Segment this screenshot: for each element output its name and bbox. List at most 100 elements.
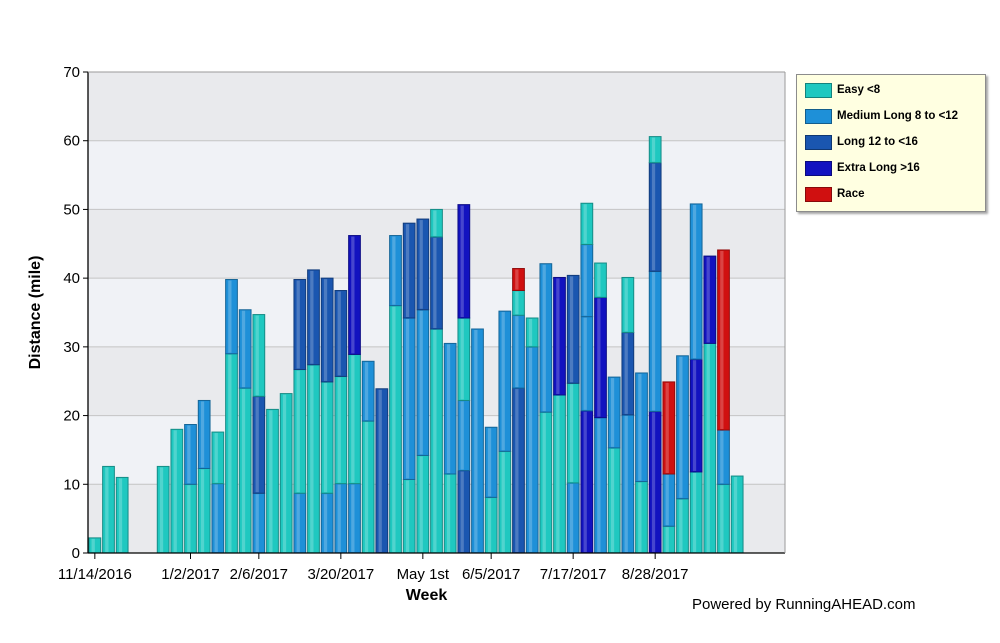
legend-swatch xyxy=(805,186,832,202)
bar-segment-highlight xyxy=(583,204,587,244)
x-axis-title: Week xyxy=(406,587,448,604)
bar-segment-fill xyxy=(580,202,594,245)
bar-segment-highlight xyxy=(364,422,369,552)
bar-segment-highlight xyxy=(323,382,328,493)
bar-segment xyxy=(689,358,703,473)
bar-segment-fill xyxy=(361,420,375,554)
bar-segment-highlight xyxy=(665,382,669,473)
bar-segment-highlight xyxy=(515,291,519,315)
bar-segment xyxy=(457,317,471,401)
bar-segment-highlight xyxy=(351,355,355,483)
bar-segment-fill xyxy=(635,372,648,483)
plot-band xyxy=(88,72,785,141)
bar-segment-highlight xyxy=(501,312,505,451)
bar-segment-fill xyxy=(689,203,703,360)
x-tick-label: 11/14/2016 xyxy=(58,566,132,583)
bar-segment-highlight xyxy=(638,373,642,481)
plot-band xyxy=(88,140,785,210)
bar-segment-highlight xyxy=(405,318,410,479)
bar-segment-highlight xyxy=(569,276,574,383)
bar-segment xyxy=(293,279,307,371)
bar-segment xyxy=(443,473,457,554)
bar-segment xyxy=(361,420,375,554)
bar-segment-highlight xyxy=(337,377,341,483)
bar-segment-highlight xyxy=(583,317,587,410)
bar-segment xyxy=(307,269,320,366)
bar-segment xyxy=(594,417,607,554)
bar-segment xyxy=(648,410,662,554)
bar-segment-highlight xyxy=(597,298,601,417)
bar-segment-highlight xyxy=(446,474,451,552)
bar-segment-highlight xyxy=(118,478,123,552)
bar-segment-fill xyxy=(361,360,375,422)
bar-segment xyxy=(430,328,443,554)
bar-segment-highlight xyxy=(515,269,519,290)
bar-segment-highlight xyxy=(624,415,628,552)
bar-segment-highlight xyxy=(474,329,478,552)
bar-segment-highlight xyxy=(228,280,232,353)
bar-segment xyxy=(539,411,553,554)
bar-segment-highlight xyxy=(720,485,724,552)
bar-segment-highlight xyxy=(241,389,246,552)
bar-segment-highlight xyxy=(679,356,683,498)
bar-segment-highlight xyxy=(542,264,546,412)
bar-segment-highlight xyxy=(638,482,642,552)
bar-segment-fill xyxy=(279,393,293,554)
bar-segment xyxy=(430,236,443,330)
bar-segment xyxy=(293,369,307,494)
y-tick-label: 40 xyxy=(63,270,80,287)
bar-segment-highlight xyxy=(337,484,341,552)
bar-segment-highlight xyxy=(460,318,464,400)
bar-segment-highlight xyxy=(392,306,396,552)
bar-segment-highlight xyxy=(296,494,300,552)
bar-segment xyxy=(648,162,662,272)
bar-segment-highlight xyxy=(419,456,423,552)
legend-item: Easy <8 xyxy=(805,81,880,99)
bar-segment-highlight xyxy=(296,280,300,369)
bar-segment-highlight xyxy=(569,384,574,482)
bar-segment-fill xyxy=(402,222,416,319)
bar-segment-fill xyxy=(607,376,621,449)
bar-segment-fill xyxy=(703,255,717,344)
bar-segment xyxy=(566,482,580,554)
bar-segment-highlight xyxy=(419,220,423,309)
bar-segment-highlight xyxy=(515,316,519,388)
bar-segment-highlight xyxy=(706,329,710,552)
bar-segment xyxy=(676,355,689,500)
bar-segment xyxy=(402,317,416,480)
bar-segment xyxy=(553,276,566,396)
bar-segment-fill xyxy=(115,476,129,554)
bar-segment xyxy=(211,483,225,554)
bar-segment-highlight xyxy=(733,477,738,552)
footer-credit: Powered by RunningAHEAD.com xyxy=(692,596,916,613)
bar-segment-highlight xyxy=(214,433,218,483)
bar-segment xyxy=(416,454,430,554)
bar-segment-highlight xyxy=(556,278,560,394)
bar-segment xyxy=(348,353,361,485)
bar-segment xyxy=(525,317,539,348)
bar-segment-fill xyxy=(539,263,553,413)
bar-segment-fill xyxy=(293,279,307,371)
bar-segment xyxy=(211,431,225,485)
bar-segment xyxy=(484,426,498,498)
bar-segment xyxy=(662,473,676,527)
bar-segment xyxy=(334,483,348,554)
bar-segment-highlight xyxy=(310,270,314,364)
bar-segment-highlight xyxy=(651,272,656,411)
bar-segment xyxy=(662,525,676,554)
legend: Easy <8 Medium Long 8 to <12 Long 12 to <1… xyxy=(796,74,986,212)
bar-segment-fill xyxy=(307,269,320,366)
bar-segment-highlight xyxy=(460,401,464,470)
bar-segment xyxy=(621,331,635,416)
bar-segment-fill xyxy=(184,424,197,485)
bar-segment-highlight xyxy=(597,264,601,297)
bar-segment-highlight xyxy=(269,410,273,552)
bar-segment-fill xyxy=(498,310,512,452)
bar-segment-fill xyxy=(662,381,676,475)
bar-segment xyxy=(635,372,648,483)
bar-segment xyxy=(689,203,703,360)
bar-segment-highlight xyxy=(255,315,259,396)
bar-segment-highlight xyxy=(378,389,382,552)
bar-segment xyxy=(566,274,580,384)
